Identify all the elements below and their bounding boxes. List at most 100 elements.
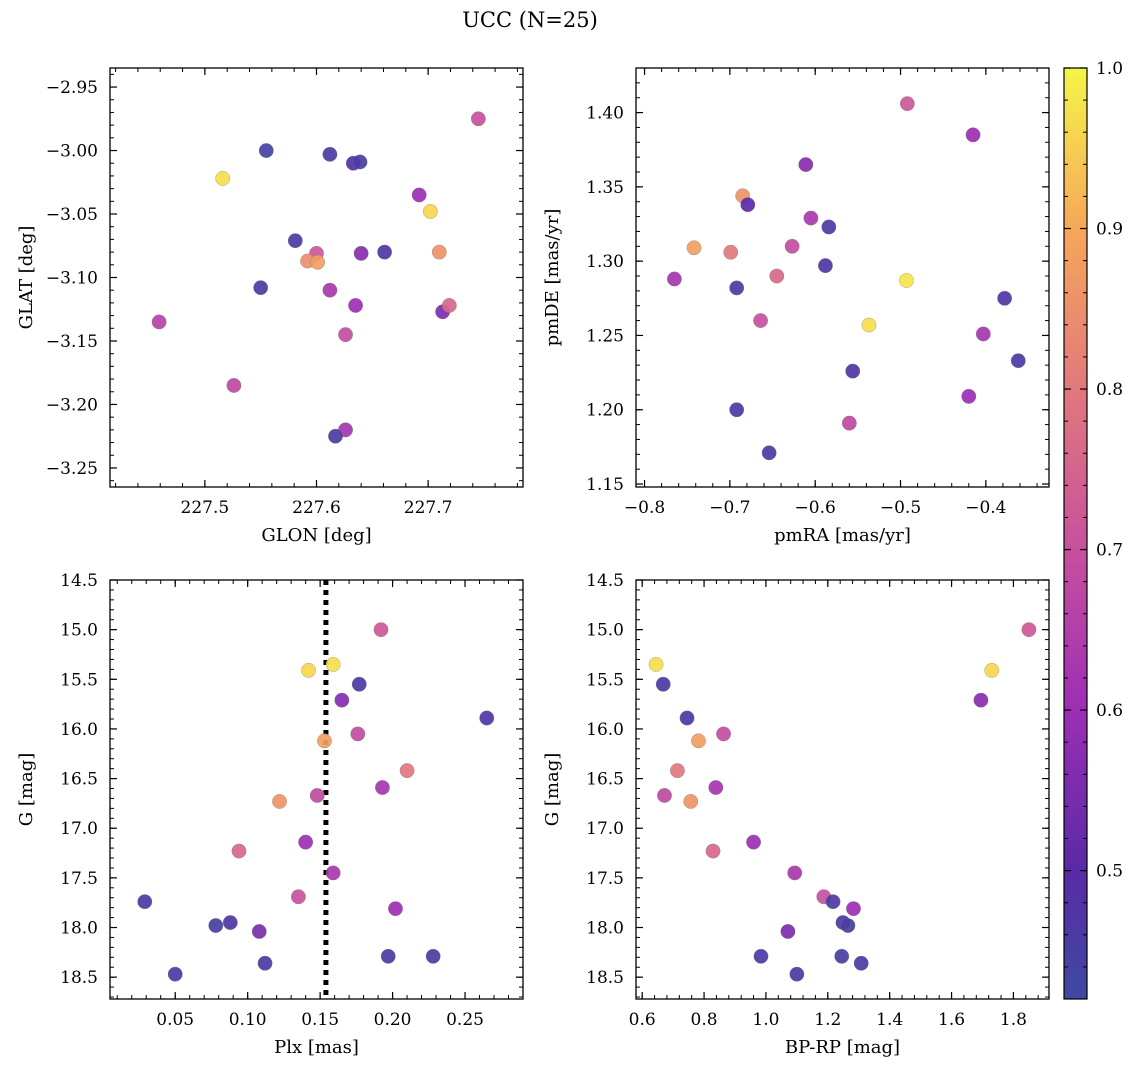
y-tick-label: 1.35 [586, 178, 624, 198]
axes-frame [109, 579, 524, 1000]
x-tick-label: 1.8 [1000, 1010, 1027, 1030]
data-point [975, 326, 991, 342]
data-point [729, 402, 745, 418]
data-point [648, 656, 664, 672]
data-point [422, 204, 438, 219]
data-point [325, 865, 341, 881]
data-point [167, 966, 183, 982]
y-tick-label: 1.20 [586, 401, 624, 421]
data-point [899, 96, 915, 112]
data-point [899, 273, 914, 288]
data-point [746, 834, 762, 850]
colorbar-tick-label: 0.6 [1096, 701, 1123, 721]
data-point [803, 210, 819, 226]
x-tick-label: 0.20 [374, 1010, 412, 1030]
data-point [817, 258, 833, 274]
data-point [853, 955, 869, 971]
data-point [380, 948, 396, 964]
colorbar-tick-label: 1.0 [1096, 59, 1123, 79]
data-point [769, 268, 785, 284]
data-point [208, 918, 224, 933]
x-axis-label: BP-RP [mag] [785, 1037, 900, 1058]
axes-frame [635, 579, 1050, 1000]
data-point [973, 692, 989, 708]
data-point [841, 415, 857, 431]
y-tick-label: 16.0 [586, 720, 624, 740]
data-point [399, 763, 415, 779]
colorbar-tick-label: 0.9 [1096, 220, 1123, 240]
axes-frame [635, 67, 1050, 488]
data-point [1021, 622, 1037, 638]
y-tick-label: −2.95 [46, 78, 98, 98]
y-axis-label: GLAT [deg] [16, 226, 37, 330]
x-tick-label: −0.6 [795, 498, 836, 518]
data-point [997, 290, 1013, 306]
data-point [351, 676, 367, 692]
y-tick-label: −3.20 [46, 395, 98, 415]
data-point [679, 710, 695, 726]
y-tick-label: 1.40 [586, 104, 624, 124]
colorbar-tick-label: 0.7 [1096, 541, 1123, 561]
x-tick-label: −0.5 [880, 498, 921, 518]
data-point [441, 297, 457, 313]
y-tick-label: 15.5 [60, 670, 98, 690]
panel-4: 0.6 0.8 1.0 1.2 1.4 1.6 1.8 14.5 15.0 15.5 16.0 16.… [542, 571, 1050, 1058]
x-tick-label: 1.6 [938, 1010, 965, 1030]
data-point [338, 327, 353, 343]
data-point [272, 793, 287, 809]
data-point [137, 894, 153, 910]
x-tick-label: 1.0 [752, 1010, 779, 1030]
panel-1: 227.5 227.6 227.7 −2.95 −3.00 −3.05 −3.10 −3.15… [16, 67, 524, 546]
data-point [761, 445, 777, 461]
data-point [729, 280, 745, 296]
y-tick-label: −3.05 [46, 205, 98, 225]
data-point [388, 901, 403, 917]
data-point [845, 363, 861, 379]
data-point [708, 780, 724, 795]
data-point [287, 233, 303, 249]
data-point [377, 244, 393, 260]
y-tick-label: −3.10 [46, 269, 98, 289]
data-point [784, 238, 800, 254]
y-tick-label: 15.0 [586, 621, 624, 641]
data-point [350, 726, 366, 742]
data-point [258, 143, 274, 158]
y-tick-label: 14.5 [60, 571, 98, 591]
data-point [780, 924, 796, 939]
data-point [821, 219, 837, 235]
y-axis-label: G [mag] [16, 753, 37, 826]
y-tick-label: −3.25 [46, 459, 98, 479]
y-tick-label: 17.5 [60, 869, 98, 889]
data-point [353, 245, 369, 261]
y-axis-label: G [mag] [542, 753, 563, 826]
colorbar: 0.5 0.6 0.7 0.8 0.9 1.0 [1063, 59, 1123, 1000]
y-tick-label: −3.00 [46, 142, 98, 162]
data-point [325, 656, 341, 672]
y-tick-label: 1.15 [586, 475, 624, 495]
data-point [257, 955, 273, 971]
data-point [666, 271, 682, 287]
data-point [301, 662, 316, 678]
y-tick-label: 18.5 [586, 968, 624, 988]
y-tick-label: 16.5 [60, 770, 98, 790]
data-point [655, 676, 671, 692]
data-point [431, 244, 447, 260]
y-tick-label: 16.5 [586, 770, 624, 790]
x-tick-label: −0.7 [709, 498, 750, 518]
x-tick-label: 227.5 [181, 498, 230, 518]
data-point [151, 314, 167, 330]
data-point [753, 948, 769, 964]
y-tick-label: −3.15 [46, 332, 98, 352]
y-tick-label: 17.5 [586, 869, 624, 889]
x-tick-label: 0.25 [446, 1010, 484, 1030]
x-tick-label: 0.6 [629, 1010, 656, 1030]
colorbar-gradient [1064, 68, 1087, 999]
x-tick-label: 0.8 [691, 1010, 718, 1030]
y-tick-label: 1.30 [586, 252, 624, 272]
x-tick-label: 0.15 [301, 1010, 339, 1030]
data-point [1010, 353, 1026, 369]
data-point [683, 793, 699, 809]
data-point [723, 244, 739, 260]
x-tick-label: 0.05 [156, 1010, 194, 1030]
